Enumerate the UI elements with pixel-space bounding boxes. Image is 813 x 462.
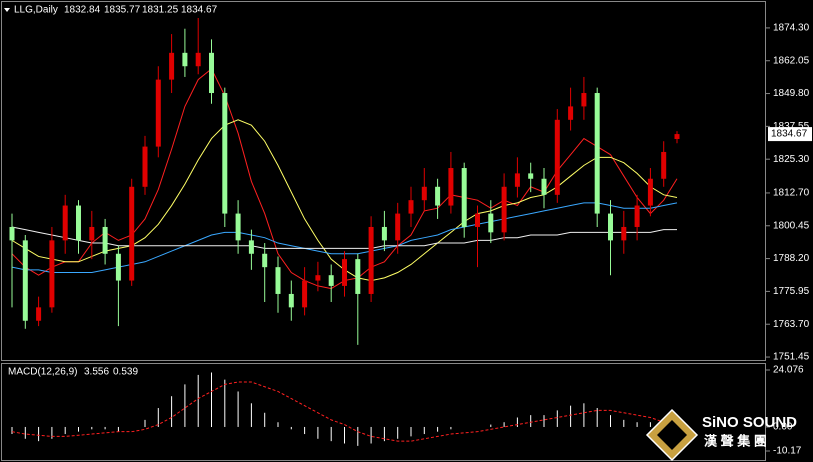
y-tick-label: 1800.45 [773,220,810,231]
y-tick-label: 1825.30 [773,154,810,165]
candle-body [209,52,214,94]
candle-body [554,119,560,195]
candle-body [501,186,507,233]
candle-body [475,213,480,227]
candle-body [62,205,68,241]
header-marker [4,8,10,12]
candle-body [647,178,653,206]
candle-body [621,226,627,241]
candle-body [461,168,467,227]
candle-body [288,293,294,308]
candle-body [568,106,574,120]
candle-body [368,226,374,294]
candle-body [608,213,613,241]
candle-body [155,79,161,147]
y-tick-label: 1812.70 [773,188,810,199]
logo-chinese: 漢 聲 集 團 [704,433,767,448]
candle-body [661,151,667,179]
price-box [768,127,812,142]
header-low: 1831.25 [142,5,179,16]
candle-body [395,213,401,241]
y-tick-label: 1751.45 [773,352,810,363]
candle-body [129,186,135,281]
signal-value: 0.539 [113,367,138,378]
y-tick-label: 1862.05 [773,55,810,66]
y-tick-label: 1775.95 [773,286,810,297]
candle-body [195,52,201,67]
logo-name: SiNO SOUND [702,414,797,431]
candle-body [328,275,334,286]
candle-body [381,226,387,241]
y-tick-label: 0.00 [773,422,793,433]
candle-body [315,275,321,281]
y-tick-label: -10.17 [773,446,802,457]
candle-body [262,253,268,268]
signal-line [11,381,678,442]
candle-body [115,253,121,281]
candle-body [302,280,308,308]
macd-value: 3.556 [84,367,109,378]
logo-inner [657,420,687,450]
candle-body [342,259,347,286]
y-tick-label: 1837.55 [773,121,810,132]
candle-body [222,93,228,214]
candle-body [408,200,414,214]
header-close: 1834.67 [181,5,218,16]
main-frame [1,1,766,361]
candle-body [9,226,15,241]
candle-body [581,93,587,107]
moving-average [11,226,677,249]
candle-body [235,213,241,241]
price-label: 1834.67 [771,129,808,140]
candle-body [89,226,95,241]
header-open: 1832.84 [64,5,101,16]
candle-body [634,205,640,227]
candle-body [248,240,254,254]
candle-body [22,240,28,321]
candle-body [674,134,680,139]
candle-body [76,205,81,241]
candle-body [275,267,281,294]
header-high: 1835.77 [104,5,141,16]
candle-body [594,93,600,214]
candle-body [435,186,441,206]
y-tick-label: 1763.70 [773,319,810,330]
macd-title: MACD(12,26,9) [8,367,77,378]
candle-body [528,173,534,179]
y-tick-label: 1788.20 [773,253,810,264]
logo [645,408,699,462]
candle-body [182,52,188,67]
candle-body [448,168,454,206]
candle-body [355,259,361,294]
candle-body [514,173,520,187]
symbol-label: LLG,Daily [14,5,58,16]
candle-body [142,146,148,187]
y-tick-label: 1874.30 [773,23,810,34]
candle-body [102,226,108,254]
macd-frame [1,363,766,461]
y-tick-label: 24.076 [773,365,804,376]
candle-body [421,186,427,201]
candle-body [49,240,55,308]
candle-body [36,307,42,321]
y-tick-label: 1849.80 [773,88,810,99]
candle-body [541,178,547,195]
candle-body [169,52,175,80]
candle-body [488,213,494,233]
